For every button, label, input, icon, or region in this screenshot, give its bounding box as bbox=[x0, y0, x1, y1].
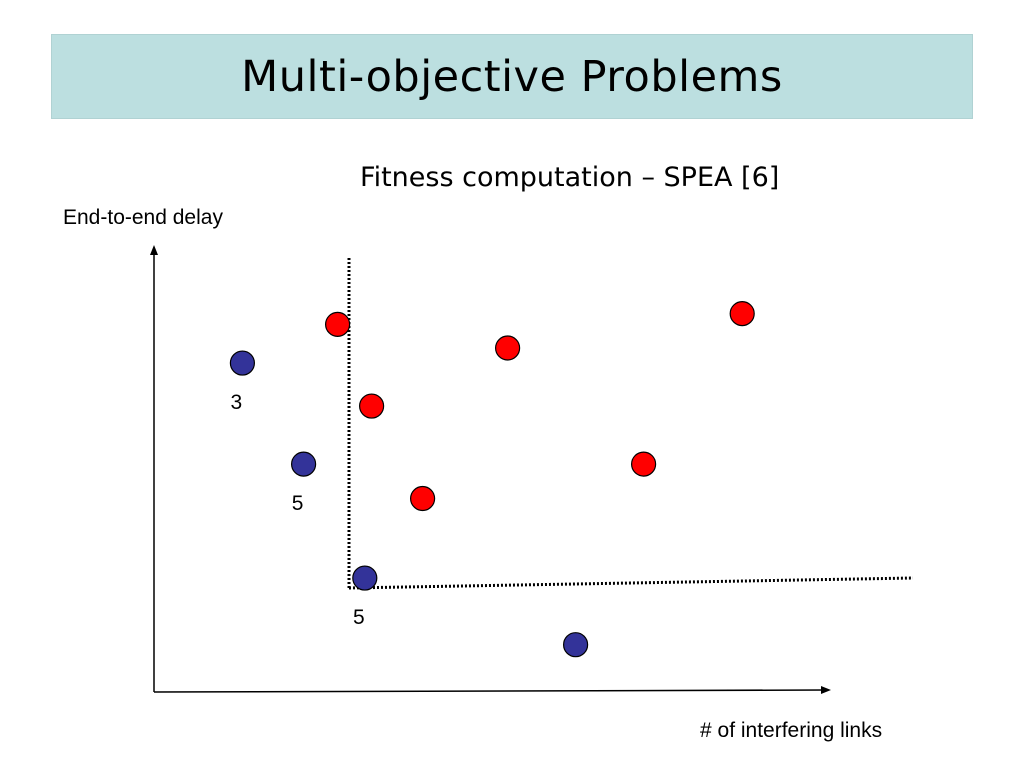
nondominated-point bbox=[352, 565, 378, 591]
dominated-point bbox=[729, 301, 755, 327]
point-strength-label: 3 bbox=[231, 391, 243, 414]
slide-subtitle: Fitness computation – SPEA [6] bbox=[360, 162, 780, 193]
points-layer: 3 5 5 bbox=[229, 301, 755, 658]
slide-title: Multi-objective Problems bbox=[241, 51, 783, 102]
dominated-point bbox=[495, 335, 521, 361]
nondominated-point bbox=[562, 632, 589, 658]
point-strength-label: 5 bbox=[292, 492, 304, 515]
nondominated-point bbox=[229, 350, 255, 376]
point-strength-label: 5 bbox=[353, 606, 365, 629]
y-axis-label: End-to-end delay bbox=[63, 206, 223, 229]
dominated-point bbox=[410, 485, 436, 512]
dominated-point bbox=[359, 393, 385, 419]
x-axis-label: # of interfering links bbox=[700, 719, 883, 742]
dominated-point bbox=[325, 311, 351, 337]
slide-title-bar: Multi-objective Problems bbox=[51, 34, 973, 119]
nondominated-point bbox=[291, 451, 317, 477]
dominated-point bbox=[630, 451, 657, 477]
x-axis-line bbox=[153, 686, 831, 695]
dominance-horizontal-line bbox=[348, 576, 914, 590]
